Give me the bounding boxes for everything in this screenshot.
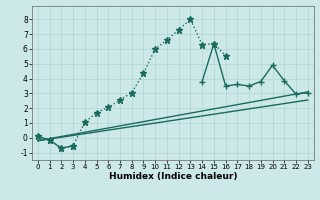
- X-axis label: Humidex (Indice chaleur): Humidex (Indice chaleur): [108, 172, 237, 181]
